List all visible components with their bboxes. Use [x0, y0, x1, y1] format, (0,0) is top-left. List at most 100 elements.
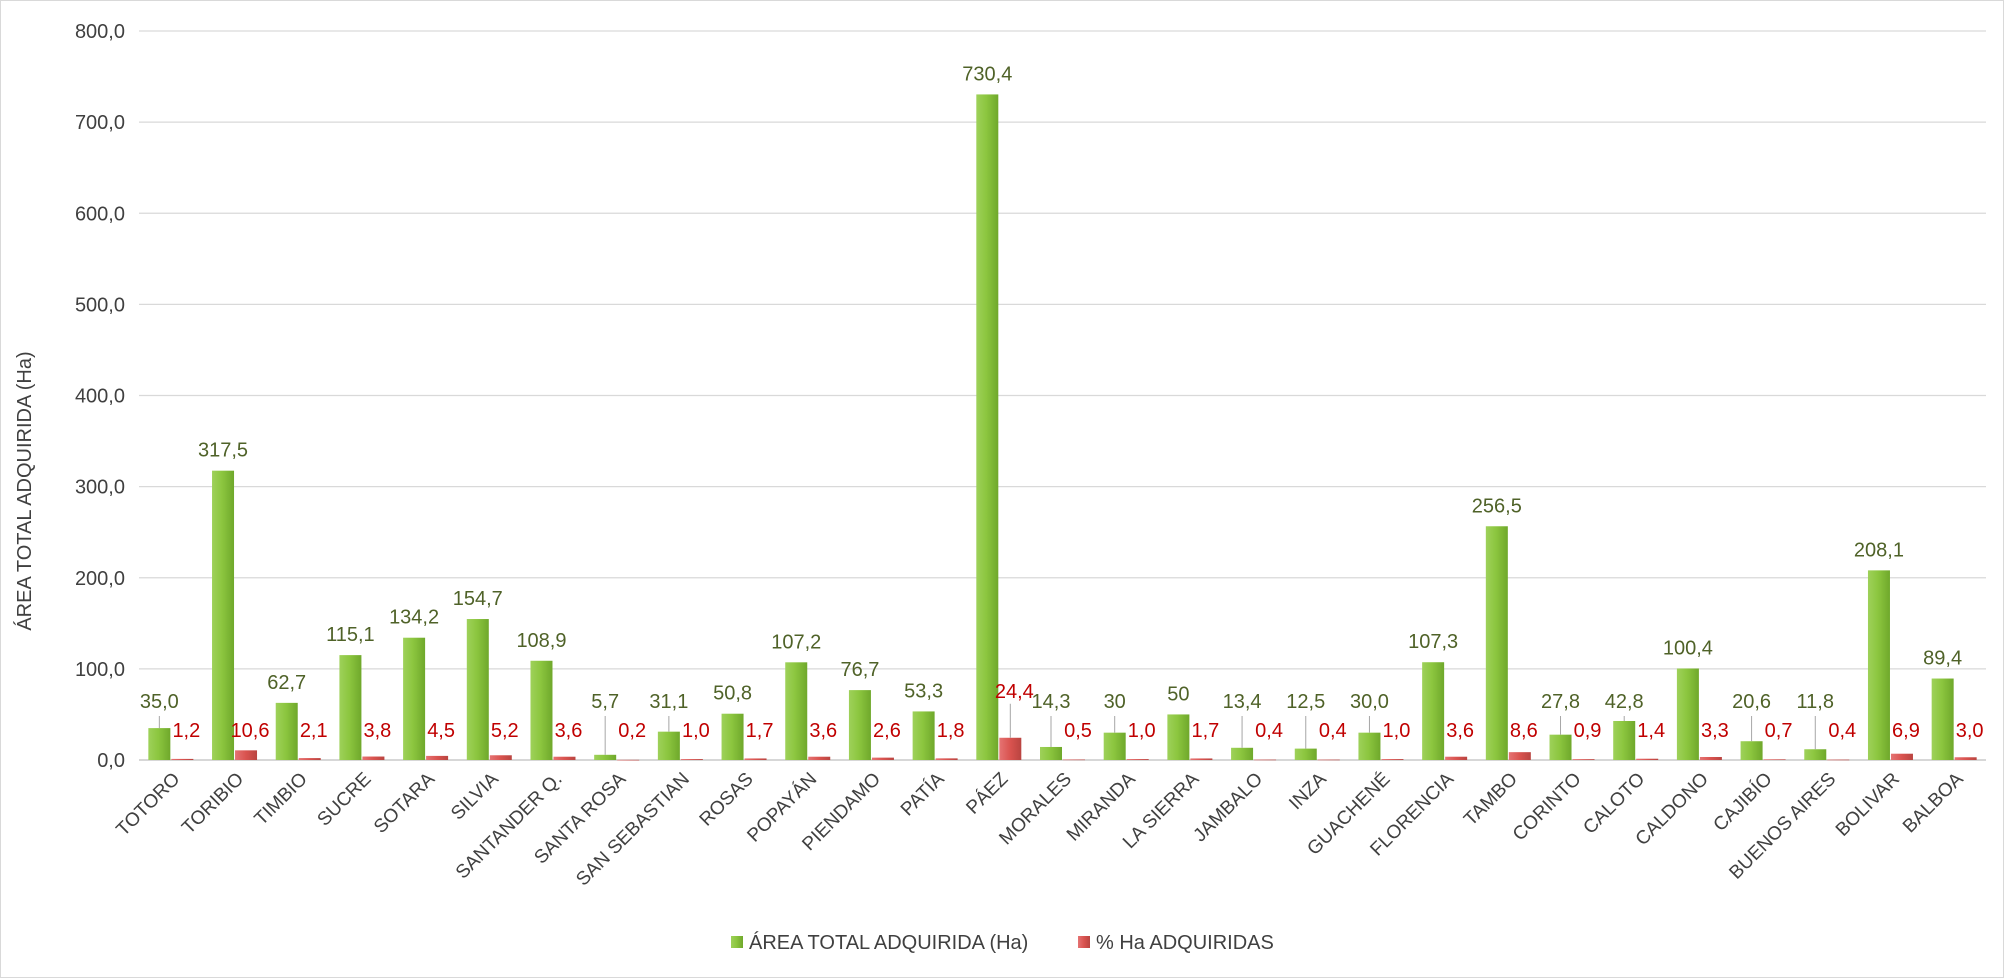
- bar-area: [275, 702, 298, 760]
- bar-area: [1167, 714, 1190, 760]
- data-label-area: 115,1: [326, 624, 375, 646]
- data-label-percent: 3,3: [1701, 720, 1729, 742]
- data-label-area: 76,7: [840, 659, 879, 681]
- data-label-percent: 3,6: [555, 720, 583, 742]
- x-category-label: SOTARA: [370, 768, 439, 837]
- data-label-area: 134,2: [389, 607, 439, 629]
- bar-area: [1231, 747, 1254, 760]
- data-label-percent: 24,4: [995, 681, 1034, 703]
- data-label-area: 13,4: [1223, 691, 1262, 713]
- data-label-percent: 8,6: [1510, 720, 1538, 742]
- y-tick-label: 200,0: [75, 568, 125, 590]
- y-tick-label: 700,0: [75, 112, 125, 134]
- bar-area: [721, 713, 744, 760]
- y-axis-title: ÁREA TOTAL ADQUIRIDA (Ha): [13, 351, 36, 630]
- data-label-area: 11,8: [1797, 691, 1834, 713]
- y-tick-label: 0,0: [97, 750, 125, 772]
- data-label-area: 256,5: [1472, 495, 1522, 517]
- bar-percent: [489, 755, 512, 760]
- bar-percent: [744, 758, 767, 760]
- data-label-percent: 0,4: [1255, 720, 1283, 742]
- data-label-percent: 1,0: [1128, 720, 1156, 742]
- y-tick-label: 600,0: [75, 203, 125, 225]
- y-tick-label: 100,0: [75, 659, 125, 681]
- y-axis-ticks: 0,0 100,0 200,0 300,0 400,0 500,0 600,0 700,0 80…: [75, 21, 125, 772]
- bar-area: [148, 728, 171, 760]
- x-category-label: TOTORO: [113, 769, 185, 841]
- bar-percent: [680, 759, 703, 760]
- bar-area: [785, 662, 808, 760]
- data-label-percent: 1,8: [937, 720, 965, 742]
- data-label-percent: 1,4: [1637, 720, 1665, 742]
- bar-area: [1804, 749, 1827, 760]
- bar-percent: [1445, 756, 1468, 760]
- data-label-percent: 10,6: [231, 720, 270, 742]
- data-label-area: 20,6: [1732, 691, 1771, 713]
- data-label-percent: 3,8: [364, 720, 392, 742]
- x-category-label: ROSAS: [696, 769, 758, 831]
- bar-area: [1422, 662, 1445, 760]
- data-label-percent: 1,0: [682, 720, 710, 742]
- bar-area: [1103, 732, 1126, 760]
- bar-area: [530, 660, 553, 760]
- bar-area: [1040, 746, 1062, 760]
- bar-percent: [1954, 757, 1977, 760]
- y-tick-label: 500,0: [75, 294, 125, 316]
- data-label-percent: 4,5: [427, 720, 455, 742]
- bar-percent: [1890, 753, 1913, 760]
- bar-percent: [1063, 759, 1085, 761]
- bar-area: [466, 619, 489, 760]
- bar-area: [212, 470, 235, 760]
- data-label-area: 50,8: [713, 683, 752, 705]
- data-label-area: 108,9: [516, 630, 566, 652]
- legend-label-area: ÁREA TOTAL ADQUIRIDA (Ha): [749, 931, 1028, 954]
- bar-area: [657, 731, 680, 760]
- bars: [148, 94, 1977, 761]
- bar-percent: [617, 759, 640, 761]
- data-label-percent: 0,4: [1828, 720, 1856, 742]
- x-category-label: BALBOA: [1899, 768, 1968, 837]
- bar-percent: [235, 750, 258, 760]
- data-label-area: 53,3: [904, 680, 943, 702]
- bar-percent: [362, 756, 385, 760]
- data-label-percent: 1,2: [172, 720, 200, 742]
- bar-area: [339, 655, 362, 760]
- bar-percent: [426, 755, 449, 760]
- data-label-percent: 3,6: [1446, 720, 1474, 742]
- bar-percent: [808, 756, 831, 760]
- data-label-area: 730,4: [962, 63, 1012, 85]
- x-category-label: JAMBALO: [1190, 769, 1268, 847]
- bar-area: [403, 637, 426, 760]
- data-label-area: 50: [1167, 683, 1189, 705]
- data-label-area: 27,8: [1541, 691, 1580, 713]
- x-category-label: BOLIVAR: [1832, 769, 1904, 841]
- bar-area: [1613, 720, 1636, 760]
- bar-area: [976, 94, 999, 761]
- bar-area: [1549, 734, 1572, 760]
- bar-percent: [1254, 759, 1277, 761]
- data-label-percent: 3,6: [809, 720, 837, 742]
- data-label-percent: 1,7: [746, 720, 774, 742]
- data-label-area: 42,8: [1605, 691, 1644, 713]
- bar-area: [1867, 570, 1890, 760]
- bar-percent: [1699, 756, 1722, 760]
- data-label-area: 30,0: [1350, 691, 1389, 713]
- bar-percent: [1381, 759, 1404, 760]
- data-label-area: 62,7: [267, 672, 306, 694]
- data-label-percent: 0,2: [618, 720, 646, 742]
- data-label-percent: 0,9: [1574, 720, 1602, 742]
- data-label-percent: 5,2: [491, 720, 519, 742]
- bar-area: [912, 711, 935, 760]
- data-labels: 35,0 1,2 317,5 10,6 62,7 2,1 115,1 3,8 134,2 4,5 1…: [140, 63, 1984, 755]
- bar-area: [1485, 526, 1508, 760]
- bar-percent: [935, 758, 958, 760]
- data-label-area: 317,5: [198, 440, 248, 462]
- legend-swatch-area: [731, 936, 743, 948]
- x-category-label: TIMBIO: [251, 769, 312, 830]
- legend-label-percent: % Ha ADQUIRIDAS: [1096, 932, 1274, 954]
- bar-area: [1358, 732, 1381, 760]
- data-label-area: 14,3: [1032, 691, 1071, 713]
- data-label-area: 35,0: [140, 691, 179, 713]
- legend-swatch-percent: [1078, 936, 1090, 948]
